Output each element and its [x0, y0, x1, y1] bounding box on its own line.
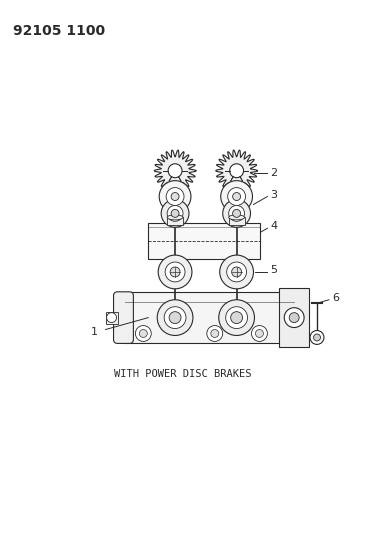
Text: 6: 6 [332, 293, 339, 303]
Ellipse shape [167, 215, 183, 220]
Text: 4: 4 [270, 221, 278, 231]
Bar [229, 217, 245, 225]
Circle shape [139, 329, 147, 337]
Text: 2: 2 [270, 168, 278, 177]
Circle shape [169, 312, 181, 324]
Circle shape [223, 199, 250, 227]
Polygon shape [216, 150, 258, 191]
Circle shape [230, 164, 243, 177]
Bar [148, 223, 260, 259]
Circle shape [166, 188, 184, 205]
Circle shape [207, 326, 223, 342]
Circle shape [221, 181, 252, 213]
Circle shape [219, 300, 255, 335]
Text: 1: 1 [91, 327, 98, 336]
Circle shape [157, 300, 193, 335]
Text: 92105 1100: 92105 1100 [13, 24, 105, 38]
Text: 5: 5 [270, 265, 278, 275]
Circle shape [255, 329, 263, 337]
Circle shape [135, 326, 151, 342]
Bar [169, 259, 181, 265]
Circle shape [227, 262, 246, 282]
Circle shape [164, 306, 186, 328]
Circle shape [252, 326, 268, 342]
Bar [279, 288, 309, 348]
Circle shape [165, 262, 185, 282]
Bar [231, 259, 243, 265]
FancyBboxPatch shape [114, 292, 134, 343]
Circle shape [159, 181, 191, 213]
Circle shape [232, 267, 242, 277]
Circle shape [161, 199, 189, 227]
Circle shape [171, 192, 179, 200]
Circle shape [220, 255, 253, 289]
Circle shape [158, 255, 192, 289]
Circle shape [211, 329, 219, 337]
Circle shape [228, 188, 246, 205]
Polygon shape [154, 150, 196, 191]
Circle shape [167, 205, 183, 221]
Text: 3: 3 [270, 190, 278, 199]
Circle shape [231, 312, 243, 324]
Circle shape [233, 209, 240, 217]
Circle shape [289, 313, 299, 322]
Bar [125, 292, 294, 343]
Circle shape [284, 308, 304, 328]
Ellipse shape [229, 215, 245, 220]
Circle shape [233, 192, 240, 200]
Bar [105, 312, 118, 324]
Circle shape [310, 330, 324, 344]
Circle shape [226, 306, 248, 328]
Circle shape [229, 205, 245, 221]
Bar [167, 217, 183, 225]
Circle shape [171, 209, 179, 217]
Circle shape [107, 313, 117, 322]
Text: WITH POWER DISC BRAKES: WITH POWER DISC BRAKES [114, 369, 252, 379]
Circle shape [170, 267, 180, 277]
Circle shape [313, 334, 320, 341]
Circle shape [168, 164, 182, 177]
